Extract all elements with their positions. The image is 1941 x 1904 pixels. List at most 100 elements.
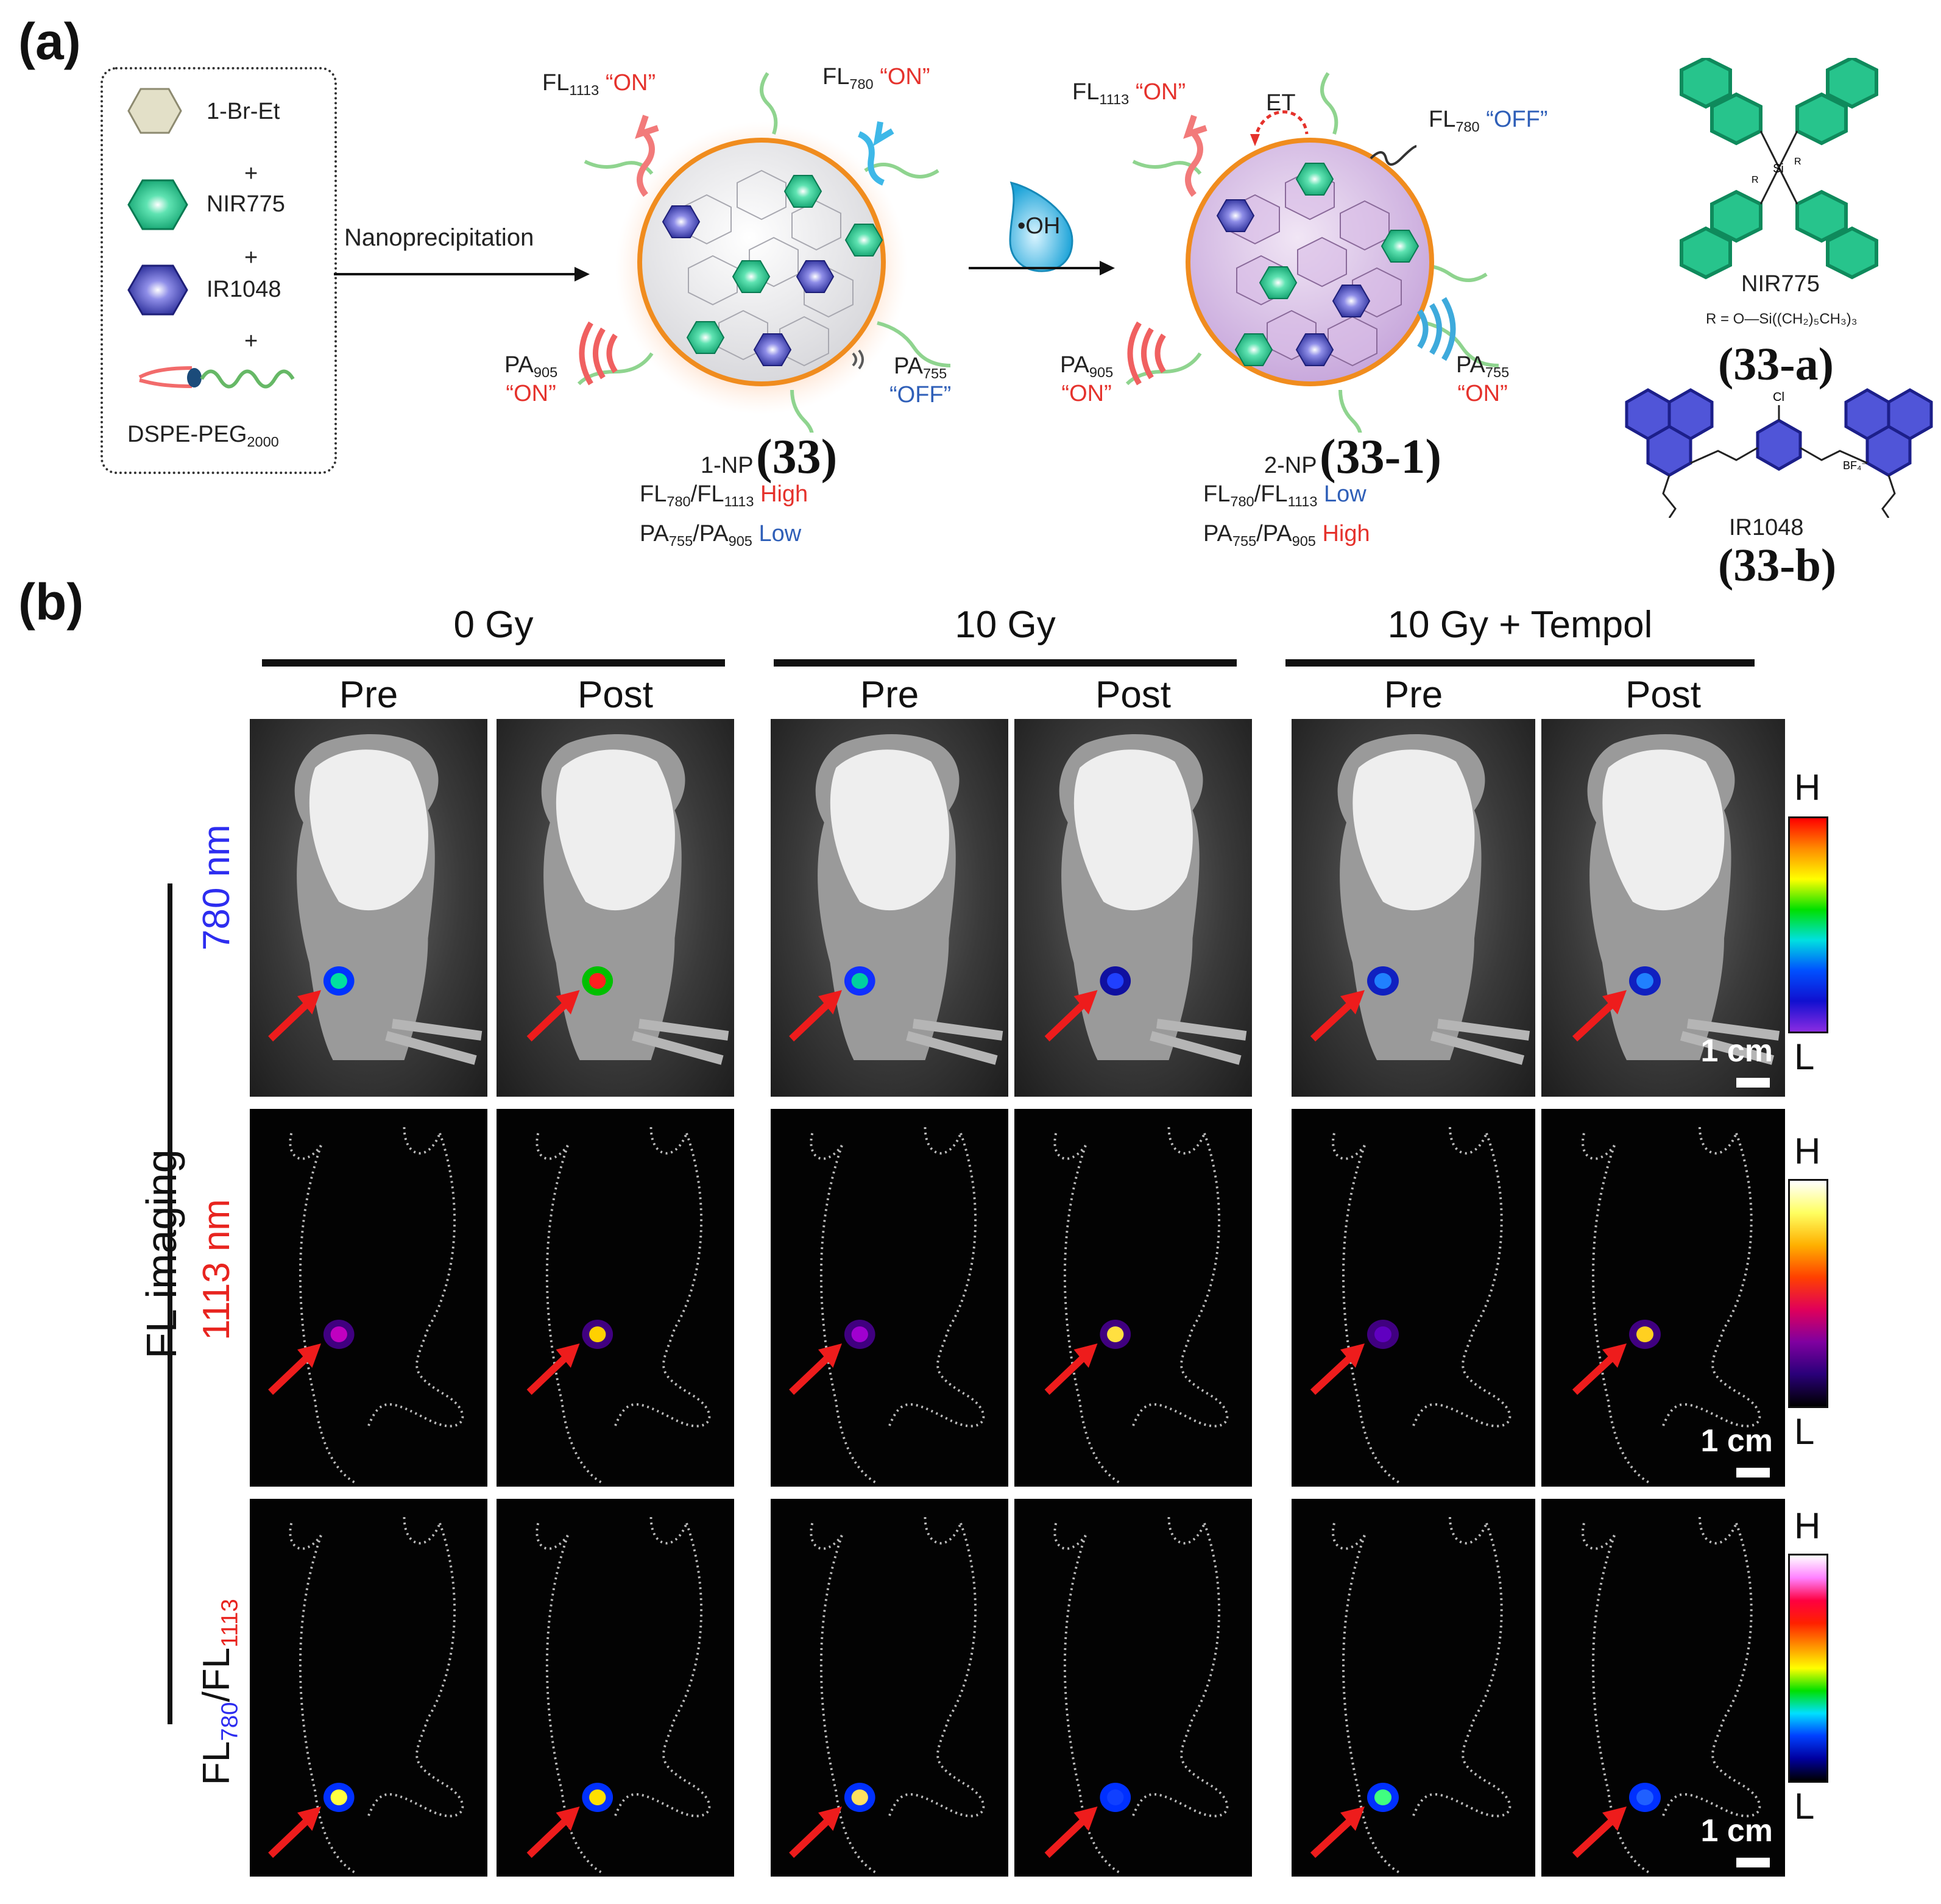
- group-rule-0gy: [262, 659, 725, 667]
- np2-fl-ratio: FL780/FL1113 Low: [1203, 481, 1366, 510]
- image-780nm-3: [771, 719, 1008, 1097]
- component-legend: 1-Br-Et + NIR775 + IR1048 + DSPE-PEG2000: [101, 67, 337, 474]
- scale-bar-label: 1 cm: [1700, 1033, 1773, 1069]
- chloro-atom: Cl: [1773, 391, 1784, 404]
- image-ratio-6: 1 cm: [1541, 1499, 1785, 1877]
- mouse-hindlegs: [1430, 1019, 1530, 1065]
- nir775-structure: Si R R: [1680, 58, 1878, 280]
- np1-fl-ratio: FL780/FL1113 High: [640, 481, 808, 510]
- np1-fl780-label: FL780 “ON”: [822, 64, 930, 93]
- image-780nm-6: 1 cm: [1541, 719, 1785, 1097]
- colorbar-ratio: [1788, 1554, 1828, 1783]
- r-group-bottom: R: [1752, 175, 1759, 185]
- scale-bar-label: 1 cm: [1700, 1423, 1773, 1459]
- tumor-pointer-arrow: [1044, 1343, 1098, 1395]
- scale-bar: [1736, 1078, 1770, 1088]
- tumor-signal-spot: [1100, 1783, 1131, 1812]
- group-rule-10gy: [774, 659, 1237, 667]
- energy-transfer-label: ET: [1266, 90, 1296, 116]
- tumor-pointer-arrow: [789, 1343, 842, 1395]
- tumor-pointer-arrow: [1572, 990, 1627, 1042]
- tumor-signal-spot: [1629, 1320, 1661, 1349]
- nir775-number: (33-a): [1718, 339, 1834, 390]
- nir775-r-definition: R = O—Si((CH₂)₅CH₃)₃: [1706, 311, 1858, 327]
- column-header: Pre: [1384, 674, 1443, 716]
- tumor-signal-spot: [582, 1320, 613, 1349]
- tumor-pointer-arrow: [268, 1343, 321, 1395]
- tumor-signal-spot: [1367, 1783, 1399, 1812]
- nanoparticle-2-illustration: [1125, 72, 1499, 433]
- tumor-signal-spot: [582, 966, 613, 996]
- image-780nm-4: [1014, 719, 1252, 1097]
- si-atom: Si: [1773, 162, 1784, 175]
- column-header: Post: [1095, 674, 1172, 716]
- mouse-fur: [309, 749, 428, 911]
- legend-plus-1: +: [244, 161, 258, 186]
- tumor-signal-spot: [844, 966, 875, 996]
- hydroxyl-radical-drop-icon: [1009, 181, 1073, 272]
- image-ratio-1: [250, 1499, 487, 1877]
- image-ratio-3: [771, 1499, 1008, 1877]
- colorbar-780: [1788, 816, 1828, 1033]
- np1-pa755-label: PA755 “OFF”: [889, 353, 952, 408]
- nanoparticle-1-illustration: [577, 72, 951, 433]
- row-label-1113nm: 1113 nm: [196, 1198, 238, 1340]
- tumor-pointer-arrow: [526, 990, 580, 1042]
- legend-item-1: 1-Br-Et: [207, 99, 280, 124]
- side-label-holder: [164, 506, 165, 883]
- mouse-fur: [1073, 749, 1193, 911]
- counter-ion: BF₄⁻: [1843, 459, 1867, 472]
- image-1113nm-5: [1292, 1109, 1535, 1487]
- hexagon-1-br-et-icon: [127, 88, 182, 134]
- mouse-hindlegs: [1150, 1019, 1247, 1065]
- colorbar-780-high: H: [1794, 767, 1821, 808]
- legend-item-4: DSPE-PEG2000: [127, 422, 279, 450]
- mouse-fur: [556, 749, 675, 911]
- tumor-pointer-arrow: [268, 1807, 321, 1858]
- arrow-1-label: Nanoprecipitation: [344, 224, 534, 251]
- tumor-signal-spot: [582, 1783, 613, 1812]
- mouse-outline: [1053, 1127, 1229, 1485]
- mouse-fur: [830, 749, 949, 911]
- panel-b-label: (b): [18, 573, 84, 631]
- hexagon-nir775-icon: [127, 179, 188, 230]
- fl-imaging-bracket: [168, 883, 172, 1724]
- mouse-fur: [1602, 749, 1725, 911]
- mouse-hindlegs: [906, 1019, 1003, 1065]
- tumor-pointer-arrow: [1044, 1807, 1098, 1858]
- dspe-peg-lipid-icon: [138, 366, 295, 389]
- tumor-signal-spot: [323, 1320, 355, 1349]
- tumor-pointer-arrow: [789, 1807, 842, 1858]
- group-header-10gy: 10 Gy: [955, 604, 1056, 646]
- row-label-780nm: 780 nm: [196, 824, 238, 950]
- row-label-ratio: FL780/FL1113: [196, 1599, 243, 1785]
- image-ratio-5: [1292, 1499, 1535, 1877]
- tumor-signal-spot: [1629, 966, 1661, 996]
- column-header: Post: [577, 674, 654, 716]
- image-780nm-2: [497, 719, 734, 1097]
- tumor-pointer-arrow: [526, 1807, 580, 1858]
- mouse-outline: [536, 1127, 711, 1485]
- np2-fl780-label: FL780 “OFF”: [1429, 107, 1548, 135]
- group-header-10gy-tempol: 10 Gy + Tempol: [1387, 604, 1653, 646]
- legend-item-3: IR1048: [207, 277, 281, 302]
- colorbar-ratio-high: H: [1794, 1506, 1821, 1546]
- np2-fl1113-label: FL1113 “ON”: [1072, 79, 1186, 108]
- np2-name: 2-NP (33-1): [1264, 430, 1441, 484]
- image-1113nm-4: [1014, 1109, 1252, 1487]
- mouse-hindlegs: [632, 1019, 729, 1065]
- ir1048-structure: Cl BF₄⁻: [1625, 388, 1933, 518]
- tumor-pointer-arrow: [268, 990, 321, 1042]
- np2-pa-ratio: PA755/PA905 High: [1203, 521, 1370, 550]
- panel-a-label: (a): [18, 13, 81, 70]
- image-ratio-4: [1014, 1499, 1252, 1877]
- image-1113nm-2: [497, 1109, 734, 1487]
- mouse-hindlegs: [1680, 1019, 1780, 1065]
- tumor-pointer-arrow: [1310, 990, 1365, 1042]
- group-header-0gy: 0 Gy: [453, 604, 534, 646]
- colorbar-1113-high: H: [1794, 1131, 1821, 1172]
- column-header: Pre: [860, 674, 919, 716]
- ir1048-number: (33-b): [1718, 540, 1837, 591]
- tumor-pointer-arrow: [526, 1343, 580, 1395]
- fl-imaging-label: FL imaging: [138, 1149, 185, 1359]
